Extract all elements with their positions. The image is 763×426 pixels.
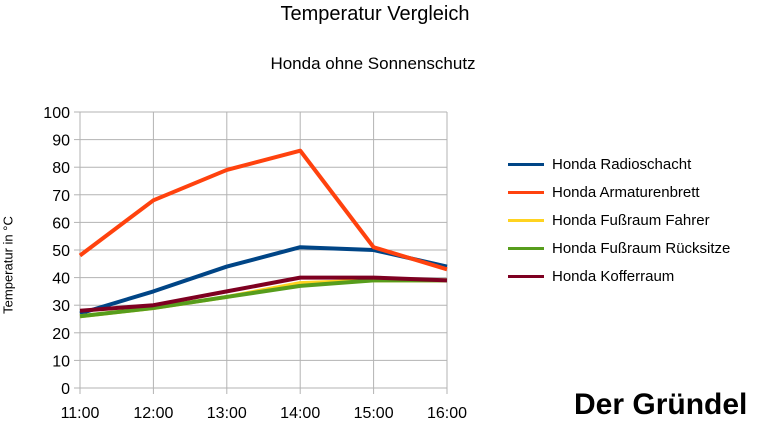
x-axis-ticks: 11:00 12:00 13:00 14:00 15:00 16:00 bbox=[61, 405, 468, 422]
y-tick-label: 10 bbox=[52, 353, 70, 370]
legend-label: Honda Kofferraum bbox=[552, 267, 675, 285]
x-tick-label: 12:00 bbox=[133, 405, 173, 422]
brand-watermark: Der Gründel bbox=[574, 388, 748, 421]
x-tick-label: 16:00 bbox=[427, 405, 467, 422]
y-axis-ticks: 0 10 20 30 40 50 60 70 80 90 100 bbox=[43, 105, 70, 398]
legend-swatch bbox=[508, 274, 544, 278]
y-tick-label: 80 bbox=[52, 160, 70, 177]
x-tick-label: 15:00 bbox=[354, 405, 394, 422]
legend-item: Honda Armaturenbrett bbox=[508, 178, 730, 206]
legend-item: Honda Fußraum Rücksitze bbox=[508, 234, 730, 262]
y-tick-label: 60 bbox=[52, 215, 70, 232]
y-tick-label: 40 bbox=[52, 271, 70, 288]
legend-label: Honda Fußraum Rücksitze bbox=[552, 239, 731, 257]
y-tick-label: 70 bbox=[52, 188, 70, 205]
series-line-2 bbox=[78, 148, 448, 272]
x-tick-label: 14:00 bbox=[280, 405, 320, 422]
chart-subtitle: Honda ohne Sonnenschutz bbox=[270, 54, 476, 73]
legend-swatch bbox=[508, 218, 544, 222]
x-tick-label: 11:00 bbox=[61, 405, 100, 422]
series-line-5 bbox=[79, 275, 448, 313]
y-tick-label: 20 bbox=[52, 326, 70, 343]
legend-swatch bbox=[508, 190, 544, 194]
chart-title: Temperatur Vergleich bbox=[280, 3, 470, 25]
x-tick-label: 13:00 bbox=[207, 405, 247, 422]
legend-item: Honda Radioschacht bbox=[508, 150, 730, 178]
legend-label: Honda Radioschacht bbox=[552, 155, 692, 173]
legend: Honda Radioschacht Honda Armaturenbrett Ho… bbox=[508, 150, 730, 290]
legend-item: Honda Kofferraum bbox=[508, 262, 730, 290]
legend-swatch bbox=[508, 246, 544, 250]
y-tick-label: 50 bbox=[52, 243, 70, 260]
series-lines bbox=[78, 148, 448, 319]
grid-lines bbox=[74, 111, 448, 394]
y-tick-label: 100 bbox=[43, 105, 70, 122]
legend-label: Honda Fußraum Fahrer bbox=[552, 211, 710, 229]
y-tick-label: 30 bbox=[52, 298, 70, 315]
legend-label: Honda Armaturenbrett bbox=[552, 183, 700, 201]
y-tick-label: 0 bbox=[61, 381, 70, 398]
legend-item: Honda Fußraum Fahrer bbox=[508, 206, 730, 234]
legend-swatch bbox=[508, 162, 544, 166]
y-tick-label: 90 bbox=[52, 133, 70, 150]
series-line-4 bbox=[79, 278, 447, 319]
